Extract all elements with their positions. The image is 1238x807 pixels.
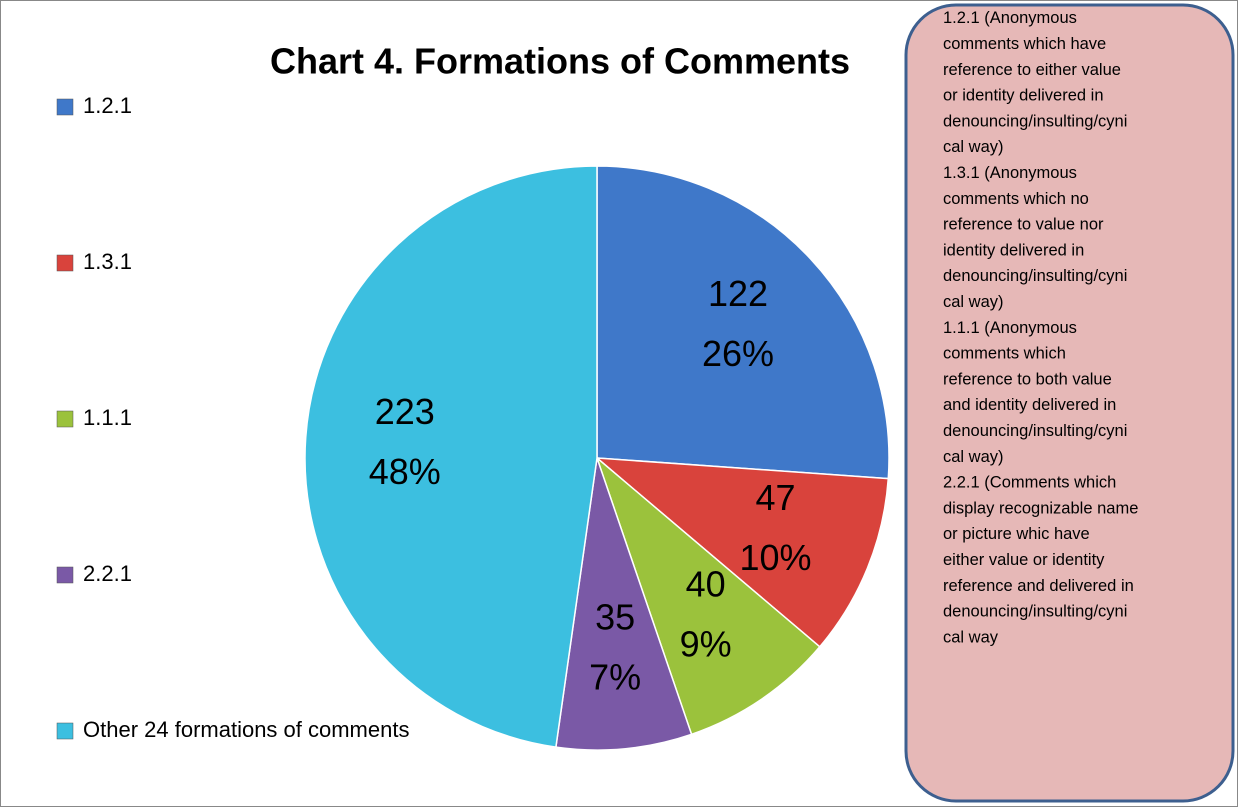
legend-label: Other 24 formations of comments (83, 717, 409, 742)
annotation-line: 1.1.1 (Anonymous (943, 319, 1077, 337)
pie-slice (596, 165, 890, 480)
annotation-box (904, 3, 1235, 803)
annotation-line: 1.3.1 (Anonymous (943, 164, 1077, 182)
annotation-line: reference to either value (943, 61, 1121, 79)
annotation-line: or identity delivered in (943, 87, 1104, 105)
annotation-line: either value or identity (943, 551, 1105, 569)
value-label: 40 (686, 564, 726, 605)
annotation-line: comments which no (943, 190, 1089, 208)
percent-label: 7% (589, 656, 641, 697)
legend-label: 2.2.1 (83, 561, 132, 586)
legend-swatch (56, 410, 74, 428)
annotation-line: denouncing/insulting/cyni (943, 603, 1127, 621)
pie-slice (595, 455, 821, 736)
legend-label: 1.3.1 (83, 249, 132, 274)
annotation-line: cal way) (943, 138, 1004, 156)
legend-swatch (56, 254, 74, 272)
annotation-line: and identity delivered in (943, 396, 1116, 414)
legend-swatch (56, 566, 74, 584)
legend-label: 1.2.1 (83, 93, 132, 118)
value-label: 223 (375, 391, 435, 432)
annotation-line: reference to value nor (943, 216, 1104, 234)
pie-slice (555, 457, 693, 751)
pie-slice (594, 457, 890, 648)
annotation-line: denouncing/insulting/cyni (943, 267, 1127, 285)
annotation-line: or picture whic have (943, 525, 1090, 543)
annotation-line: cal way (943, 628, 999, 646)
annotation-line: denouncing/insulting/cyni (943, 422, 1127, 440)
annotation-line: 1.2.1 (Anonymous (943, 9, 1077, 27)
annotation-line: cal way) (943, 293, 1004, 311)
pie-slice (304, 165, 598, 748)
annotation-line: identity delivered in (943, 241, 1084, 259)
chart-title: Chart 4. Formations of Comments (270, 41, 850, 82)
legend-swatch (56, 722, 74, 740)
annotation-line: reference and delivered in (943, 577, 1134, 595)
percent-label: 48% (369, 451, 441, 492)
annotation-line: 2.2.1 (Comments which (943, 474, 1116, 492)
value-label: 122 (708, 273, 768, 314)
percent-label: 9% (680, 624, 732, 665)
legend-swatch (56, 98, 74, 116)
percent-label: 26% (702, 333, 774, 374)
value-label: 35 (595, 596, 635, 637)
annotation-line: cal way) (943, 448, 1004, 466)
annotation-line: comments which have (943, 35, 1106, 53)
annotation-line: denouncing/insulting/cyni (943, 112, 1127, 130)
annotation-line: reference to both value (943, 370, 1112, 388)
value-label: 47 (755, 477, 795, 518)
legend-label: 1.1.1 (83, 405, 132, 430)
annotation-line: comments which (943, 345, 1066, 363)
percent-label: 10% (739, 537, 811, 578)
annotation-line: display recognizable name (943, 499, 1138, 517)
